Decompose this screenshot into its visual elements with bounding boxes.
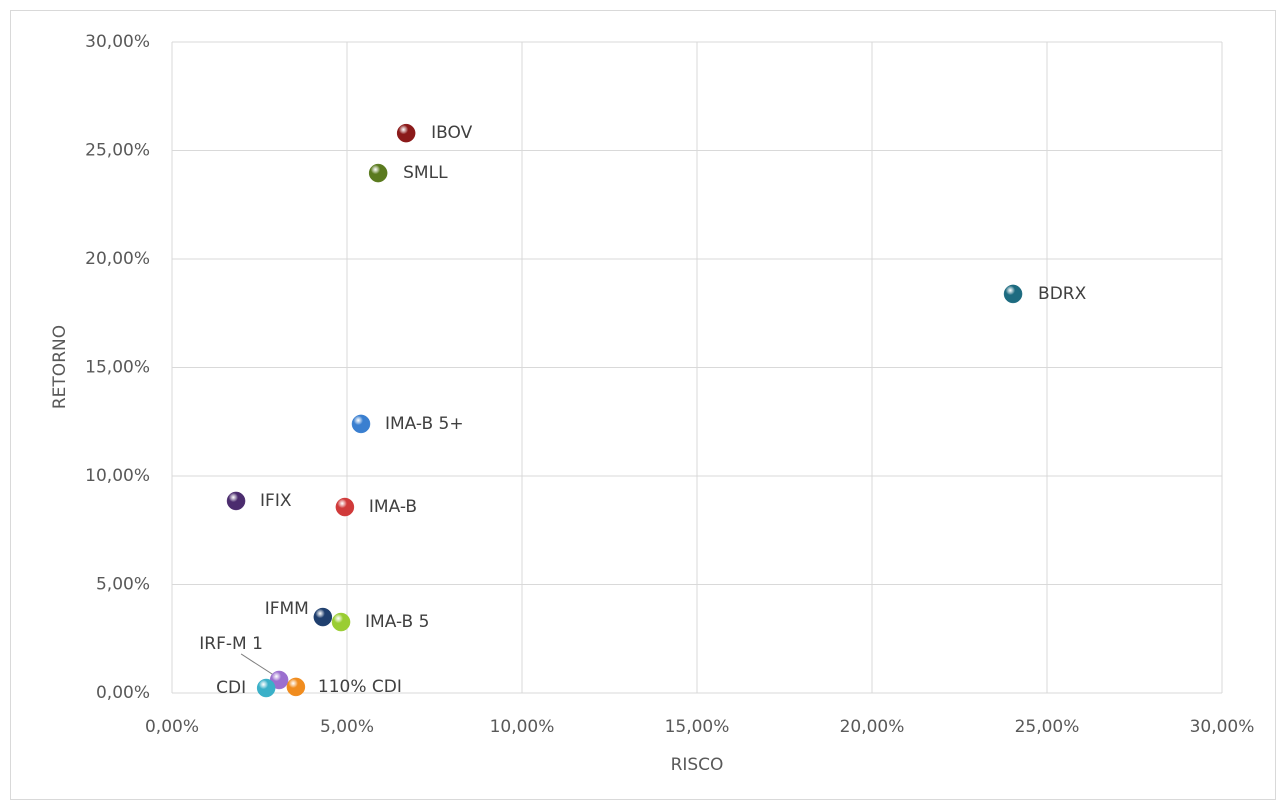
data-label: IFIX xyxy=(260,491,292,511)
data-label: SMLL xyxy=(403,163,448,183)
y-tick-label: 25,00% xyxy=(85,141,150,161)
point xyxy=(256,678,276,698)
x-tick-label: 0,00% xyxy=(145,717,199,737)
x-tick-label: 10,00% xyxy=(490,717,555,737)
y-tick-label: 15,00% xyxy=(85,358,150,378)
y-tick-label: 10,00% xyxy=(85,466,150,486)
data-label: CDI xyxy=(216,678,246,698)
data-label: IBOV xyxy=(431,123,472,143)
y-axis-title: RETORNO xyxy=(50,325,70,409)
point xyxy=(331,612,351,632)
point xyxy=(226,491,246,511)
data-label: 110% CDI xyxy=(318,677,402,697)
x-tick-label: 30,00% xyxy=(1190,717,1255,737)
y-tick-label: 30,00% xyxy=(85,32,150,52)
chart-frame xyxy=(10,10,1276,800)
data-label: IMA-B 5+ xyxy=(385,414,464,434)
point xyxy=(335,497,355,517)
point xyxy=(1003,284,1023,304)
x-tick-label: 5,00% xyxy=(320,717,374,737)
x-tick-label: 20,00% xyxy=(840,717,905,737)
x-axis-title: RISCO xyxy=(671,755,724,775)
point xyxy=(313,607,333,627)
data-label: IRF-M 1 xyxy=(199,634,263,654)
y-tick-label: 5,00% xyxy=(96,575,150,595)
y-tick-label: 0,00% xyxy=(96,683,150,703)
data-label: IMA-B 5 xyxy=(365,612,429,632)
x-tick-label: 15,00% xyxy=(665,717,730,737)
point xyxy=(368,163,388,183)
y-tick-label: 20,00% xyxy=(85,249,150,269)
x-tick-label: 25,00% xyxy=(1015,717,1080,737)
point xyxy=(351,414,371,434)
leader-line xyxy=(240,653,276,677)
data-label: IFMM xyxy=(265,599,309,619)
data-label: IMA-B xyxy=(369,497,417,517)
point xyxy=(286,677,306,697)
point xyxy=(396,123,416,143)
data-label: BDRX xyxy=(1038,284,1087,304)
